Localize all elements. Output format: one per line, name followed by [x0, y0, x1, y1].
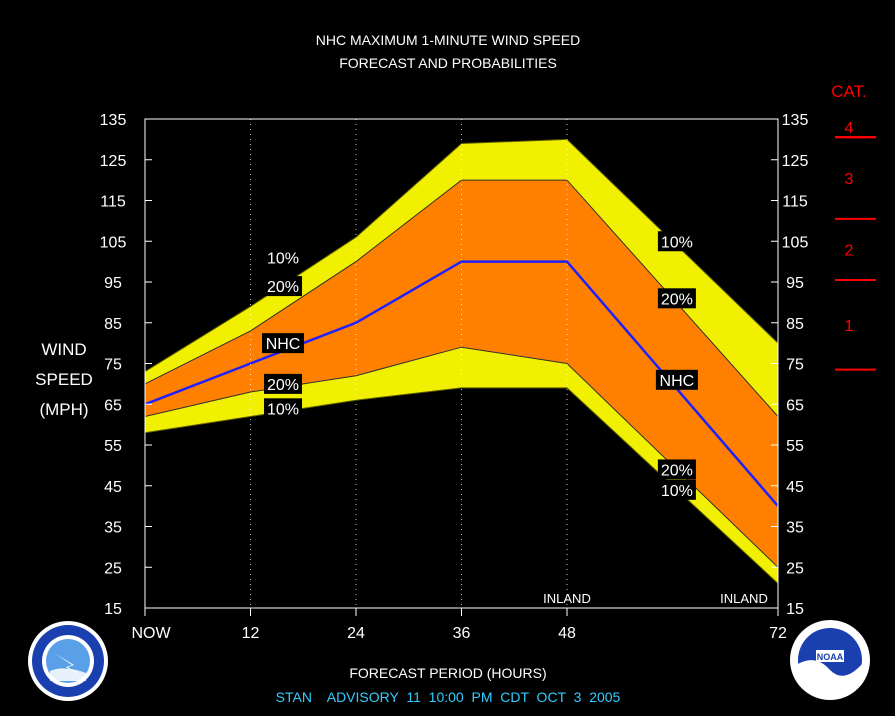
band-label-box	[655, 369, 698, 390]
category-label: 1	[845, 318, 854, 335]
category-label: 2	[845, 242, 854, 259]
band-label: 20%	[661, 462, 693, 479]
band-label-box	[657, 479, 696, 500]
y-tick-label-right: 95	[786, 275, 804, 292]
probability-bands	[144, 138, 779, 584]
x-tick-label: 48	[558, 625, 576, 642]
category-label: 4	[845, 120, 854, 137]
y-tick-label-right: 65	[786, 397, 804, 414]
axis-ticks: 15 15 25 25 35 35 45 45 55 55 65 65 75 75 85 85 95 95 105 1…	[100, 112, 809, 642]
y-tick-label-right: 85	[786, 316, 804, 333]
y-axis-label-units: (MPH)	[39, 400, 88, 419]
x-tick-label: 72	[769, 625, 787, 642]
series-line-3	[144, 346, 779, 568]
y-tick-label-right: 135	[782, 112, 809, 129]
category-header: CAT.	[831, 82, 867, 101]
x-tick-label: 12	[242, 625, 260, 642]
nhc-forecast-line	[144, 260, 779, 507]
y-tick-label-right: 75	[786, 357, 804, 374]
y-tick-label-right: 115	[782, 194, 808, 211]
band-label: 20%	[267, 377, 299, 394]
y-tick-label-left: 45	[104, 479, 122, 496]
band-label-box	[657, 231, 696, 252]
y-tick-label-left: 115	[100, 194, 126, 211]
y-tick-label-right: 125	[782, 153, 809, 170]
y-tick-label-left: 105	[100, 234, 127, 251]
y-tick-label-left: 85	[104, 316, 122, 333]
band-label: 10%	[661, 483, 693, 500]
y-axis-label-speed: SPEED	[35, 370, 93, 389]
band-label: 10%	[267, 401, 299, 418]
band-label: NHC	[660, 373, 695, 390]
band-labels: 10% 20% NHC 20% 10% 10% 20% NHC 20% 10%	[262, 231, 698, 500]
y-tick-label-right: 45	[786, 479, 804, 496]
band-label: 20%	[267, 279, 299, 296]
band-label-box	[264, 247, 303, 268]
band-label-box	[657, 288, 696, 309]
inland-annotation: INLAND	[720, 591, 768, 606]
y-tick-label-left: 75	[104, 357, 122, 374]
band-label-box	[657, 459, 696, 480]
x-axis-label: FORECAST PERIOD (HOURS)	[349, 665, 546, 681]
band-label: 10%	[661, 234, 693, 251]
inland-annotation: INLAND	[543, 591, 591, 606]
y-tick-label-left: 35	[104, 520, 122, 537]
x-tick-label: NOW	[131, 625, 171, 642]
y-tick-label-left: 55	[104, 438, 122, 455]
series-line-0	[144, 138, 779, 373]
series-line-4	[144, 387, 779, 584]
band-label: NHC	[266, 336, 301, 353]
band-label: 20%	[661, 291, 693, 308]
y-tick-label-right: 105	[782, 234, 809, 251]
noaa-logo: NOAA	[790, 620, 870, 700]
x-tick-label: 24	[347, 625, 365, 642]
y-axis-label-wind: WIND	[41, 340, 86, 359]
advisory-line: STAN ADVISORY 11 10:00 PM CDT OCT 3 2005	[276, 689, 621, 705]
nws-logo	[28, 621, 108, 701]
category-label: 3	[845, 171, 854, 188]
y-tick-label-left: 15	[104, 601, 122, 618]
y-tick-label-left: 25	[104, 560, 122, 577]
band-label-box	[264, 373, 303, 394]
y-tick-label-right: 55	[786, 438, 804, 455]
saffir-simpson-categories: 1 2 3 4	[835, 120, 876, 371]
y-tick-label-right: 25	[786, 560, 804, 577]
y-tick-label-left: 65	[104, 397, 122, 414]
chart-title-line1: NHC MAXIMUM 1-MINUTE WIND SPEED	[316, 32, 580, 48]
x-tick-label: 36	[453, 625, 471, 642]
chart-title-line2: FORECAST AND PROBABILITIES	[339, 55, 557, 71]
y-tick-label-left: 125	[100, 153, 127, 170]
y-tick-label-right: 15	[786, 601, 804, 618]
svg-text:NOAA: NOAA	[817, 652, 844, 662]
y-tick-label-right: 35	[786, 520, 804, 537]
y-tick-label-left: 135	[100, 112, 127, 129]
band-label-box	[264, 398, 303, 419]
band-label-box	[264, 276, 303, 297]
band-label-box	[262, 333, 305, 354]
band-20-percent	[145, 180, 778, 568]
band-label: 10%	[267, 251, 299, 268]
y-tick-label-left: 95	[104, 275, 122, 292]
series-line-1	[144, 179, 779, 417]
